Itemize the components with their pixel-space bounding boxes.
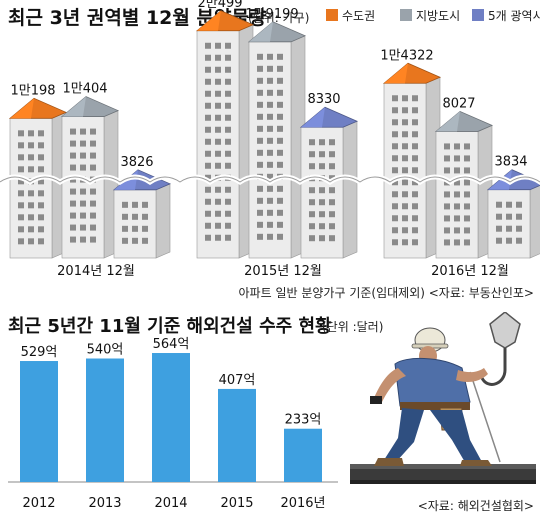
building-bar [195,10,255,259]
overseas-value-label: 564억 [153,337,190,352]
overseas-bar [284,428,322,482]
category-label: 2016년 12월 [431,264,509,279]
overseas-chart-bars: 529억 2012 540억 2013 564억 2014 407억 2015 233억 2016… [20,337,326,511]
overseas-value-label: 407억 [219,373,256,388]
axis-break-wave [0,174,540,186]
building-value-label: 8027 [442,96,475,111]
building-bar [247,21,307,259]
housing-chart-unit: (단위: 가구) [248,11,309,25]
building-bar [112,169,172,259]
housing-supply-chart: 최근 3년 권역별 12월 분양물량 (단위: 가구) 수도권 지방도시 5개 광역… [0,0,540,300]
overseas-year-label: 2013 [88,496,121,511]
building-value-label: 2만499 [197,0,242,11]
building-bar [486,169,540,259]
overseas-year-label: 2016년 [280,496,325,511]
legend-swatch [326,9,338,21]
legend-label: 5개 광역시 [488,9,540,23]
overseas-year-label: 2015 [220,496,253,511]
overseas-chart-title: 최근 5년간 11월 기준 해외건설 수주 현황 [8,316,332,337]
construction-worker-illustration [350,312,536,484]
overseas-value-label: 540억 [87,343,124,358]
building-bar [299,106,359,259]
building-bar [434,110,494,259]
category-label: 2014년 12월 [57,264,135,279]
overseas-bar [152,353,190,482]
building-value-label: 1만404 [62,82,107,97]
building-value-label: 1만4322 [380,48,433,63]
building-bar [382,62,442,259]
building-bar [8,97,68,259]
building-value-label: 3826 [120,155,153,170]
housing-chart-footnote: 아파트 일반 분양가구 기준(임대제외) <자료: 부동산인포> [239,286,534,300]
housing-chart-title: 최근 3년 권역별 12월 분양물량 [8,7,267,29]
overseas-value-label: 529억 [21,345,58,360]
legend-swatch [472,9,484,21]
overseas-value-label: 233억 [285,413,322,428]
building-value-label: 1만198 [10,83,55,98]
housing-chart-category-labels: 2014년 12월 2015년 12월 2016년 12월 [57,264,509,279]
housing-chart-legend: 수도권 지방도시 5개 광역시 [326,9,540,23]
category-label: 2015년 12월 [244,264,322,279]
housing-chart-buildings [8,10,540,259]
overseas-bar [86,358,124,482]
legend-label: 지방도시 [416,9,460,23]
building-value-label: 3834 [494,155,527,170]
overseas-year-label: 2014 [154,496,187,511]
legend-swatch [400,9,412,21]
legend-label: 수도권 [342,9,375,23]
building-value-label: 1만9199 [245,7,298,22]
overseas-year-label: 2012 [22,496,55,511]
overseas-chart-unit: (단위 :달러) [322,320,383,334]
overseas-bar [20,361,58,482]
overseas-chart-source: <자료: 해외건설협회> [418,499,534,513]
building-value-label: 8330 [307,92,340,107]
overseas-bar [218,388,256,482]
overseas-construction-chart: 최근 5년간 11월 기준 해외건설 수주 현황 (단위 :달러) 529억 20… [8,312,536,513]
